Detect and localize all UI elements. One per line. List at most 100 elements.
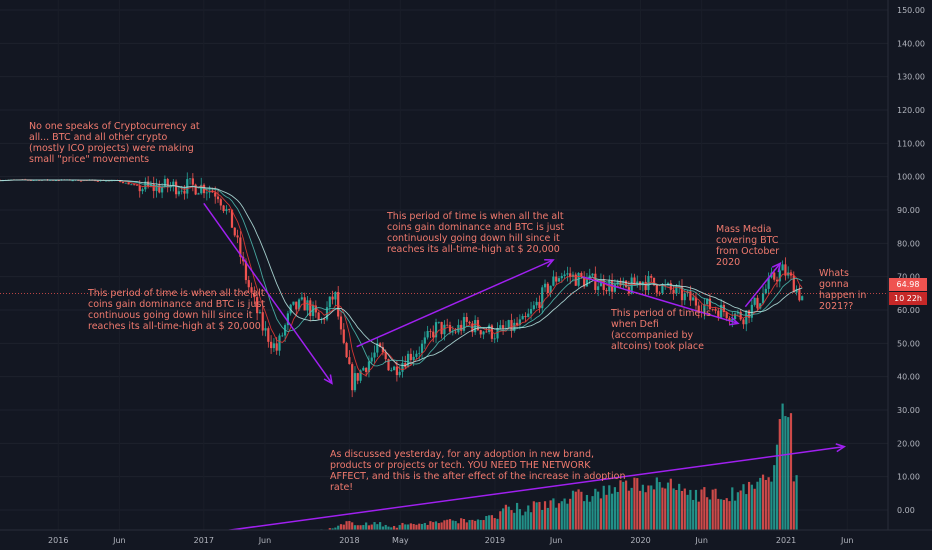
candle-body [722,304,726,313]
candle-body [191,178,194,185]
candle-body [412,356,415,361]
volume-bar [566,503,569,541]
candle-body [163,179,167,188]
candle-body [239,237,242,257]
volume-bar [789,413,793,541]
candle-body [708,298,712,310]
candle-body [353,373,357,391]
candle-body [300,297,303,300]
volume-bar [756,481,759,541]
volume-bar [731,487,734,541]
volume-bar [720,499,723,541]
candle-body [331,296,334,300]
candle-body [720,304,723,318]
x-tick-label: 2017 [194,536,214,545]
volume-bar [638,490,642,541]
candle-body [225,209,228,212]
candle-body [57,180,60,182]
candle-body [541,287,544,309]
moving-averages [0,179,803,377]
volume-bar [644,492,647,541]
candle-body [130,184,133,186]
annotation-question: Whats gonna happen in 2021?? [819,268,867,312]
candle-body [476,320,480,331]
candle-body [728,318,731,321]
volume-bar [529,512,533,541]
candle-body [756,297,759,309]
volume-bar [630,487,633,541]
candle-body [750,304,753,318]
volume-bar [764,479,767,541]
volume-bar [733,500,737,541]
candle-body [733,313,737,320]
volume-bar [571,490,575,541]
candle-body [119,180,122,183]
volume-bar [753,488,756,541]
countdown-badge: 10 22h [889,292,927,305]
candle-body [583,276,586,287]
candle-body [580,272,583,277]
candle-body [666,283,670,285]
volume-bar [708,499,712,541]
x-tick-label: Jun [549,536,563,545]
trend-arrow-line [356,259,554,348]
ma-pale-line [0,179,803,367]
candle-body [532,305,535,310]
candle-body [451,331,454,333]
candle-body [236,235,239,238]
candle-body [502,325,505,329]
y-tick-label: 150.00 [897,6,925,15]
candle-body [661,284,664,294]
candle-body [406,353,410,368]
candle-body [415,353,418,357]
volume-bar [750,484,753,541]
annotation-early: No one speaks of Cryptocurrency at all..… [29,121,200,165]
volume-bar [510,510,513,541]
candle-body [373,352,376,358]
candle-body [247,280,250,288]
candle-body [420,343,424,353]
volume-bar [714,488,717,541]
candle-body [166,179,169,188]
candle-body [71,180,74,182]
volume-bar [515,502,519,541]
candle-body [552,276,555,286]
candle-body [510,320,513,331]
candle-body [585,278,589,287]
volume-bar [678,483,681,541]
candle-body [423,337,426,344]
candle-body [669,283,672,290]
volume-bar [499,511,502,541]
trend-arrow-head [835,443,847,453]
candle-body [409,353,412,361]
candle-body [401,363,404,372]
volume-bar [507,506,510,541]
candle-body [739,311,742,320]
candle-body [194,184,197,195]
volume-bar [549,500,552,541]
x-tick-label: Jun [112,536,126,545]
candle-body [795,288,798,293]
candle-body [602,279,605,290]
x-axis-background [0,530,932,550]
candle-body [706,298,709,305]
candle-body [725,312,728,319]
candle-body [529,309,533,314]
x-tick-label: 2016 [48,536,68,545]
volume-bar [692,499,695,541]
candle-body [359,370,362,381]
candle-body [323,318,326,320]
y-tick-label: 110.00 [897,139,925,148]
volume-bar [580,491,583,541]
candle-body [454,331,457,333]
candle-body [141,189,144,192]
volume-bar [680,490,684,541]
volume-bar [711,489,714,541]
candle-body [798,288,801,301]
annotation-left-period: This period of time is when all the alt … [88,288,266,332]
candle-body [158,185,161,193]
candle-body [591,273,594,276]
y-tick-label: 20.00 [897,439,920,448]
candle-body [362,367,365,371]
